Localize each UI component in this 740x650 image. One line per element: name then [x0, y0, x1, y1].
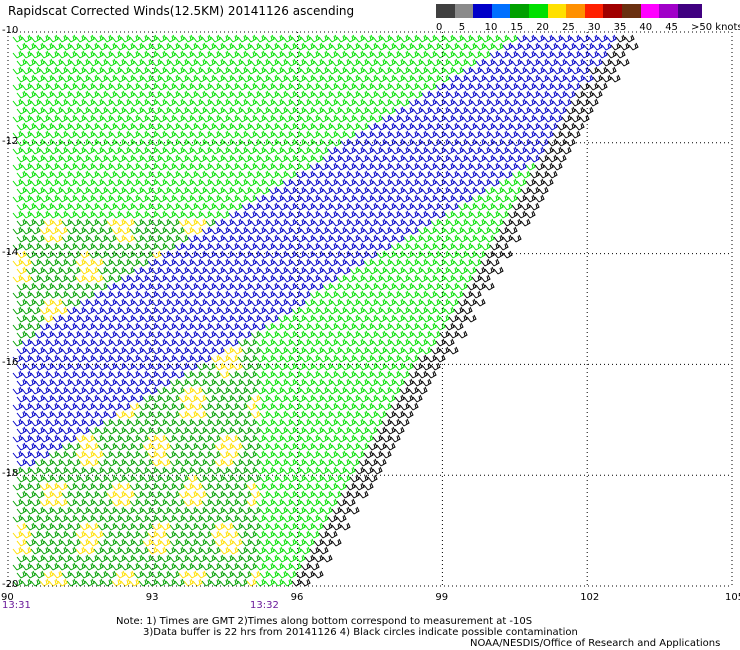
- note-line-2: 3)Data buffer is 22 hrs from 20141126 4)…: [143, 627, 578, 638]
- legend-label: 5: [458, 22, 466, 33]
- legend-swatch: [473, 4, 498, 18]
- wind-barbs: [12, 34, 639, 587]
- legend-label: 20: [536, 22, 549, 33]
- legend-swatch: [529, 4, 553, 18]
- wind-barb-group: [12, 34, 536, 587]
- legend-swatch: [584, 4, 609, 18]
- longitude-label: 102: [580, 592, 600, 603]
- legend-swatch: [640, 4, 665, 18]
- map-grid: [7, 31, 733, 587]
- legend-label: 35: [613, 22, 627, 33]
- wind-barb-group: [12, 218, 261, 587]
- legend-label: 40: [639, 22, 653, 33]
- legend-label: 45: [665, 22, 678, 33]
- legend-swatch: [603, 4, 628, 18]
- legend-swatch: [510, 4, 535, 18]
- longitude-label: 90: [1, 592, 14, 603]
- longitude-label: 93: [145, 592, 159, 603]
- legend-label: 10: [484, 22, 498, 33]
- legend-swatch: [566, 4, 591, 18]
- latitude-label: -18: [2, 468, 19, 480]
- legend-swatch: [622, 4, 646, 18]
- legend-swatch: [677, 4, 702, 18]
- legend-label: 15: [510, 22, 524, 33]
- note-line-1: Note: 1) Times are GMT 2)Times along bot…: [116, 616, 533, 627]
- wind-barb-group: [291, 34, 639, 587]
- latitude-label: -20: [2, 579, 19, 590]
- swath-time-middle: 13:32: [250, 600, 279, 611]
- wind-barb-group: [12, 34, 617, 467]
- longitude-label: 99: [435, 592, 449, 603]
- legend-label: 25: [562, 22, 575, 33]
- legend-label: 30: [587, 22, 601, 33]
- legend-swatch: [547, 4, 572, 18]
- legend-swatch: [659, 4, 684, 18]
- legend-swatch: [454, 4, 479, 18]
- swath-time-left: 13:31: [2, 600, 31, 611]
- legend-swatch: [436, 4, 460, 18]
- latitude-label: -14: [2, 246, 19, 258]
- wind-barb-group: [12, 218, 261, 587]
- legend-swatch: [491, 4, 516, 18]
- credit-line: NOAA/NESDIS/Office of Research and Appli…: [470, 638, 721, 649]
- latitude-label: -16: [2, 357, 19, 369]
- latitude-label: -12: [2, 135, 19, 147]
- map-title: Rapidscat Corrected Winds(12.5KM) 201411…: [8, 4, 355, 18]
- legend-label: >50 knots: [691, 22, 740, 33]
- latitude-label: -10: [2, 25, 19, 36]
- legend-label: 0: [436, 22, 443, 33]
- longitude-label: 105: [725, 592, 740, 603]
- longitude-label: 96: [290, 592, 304, 603]
